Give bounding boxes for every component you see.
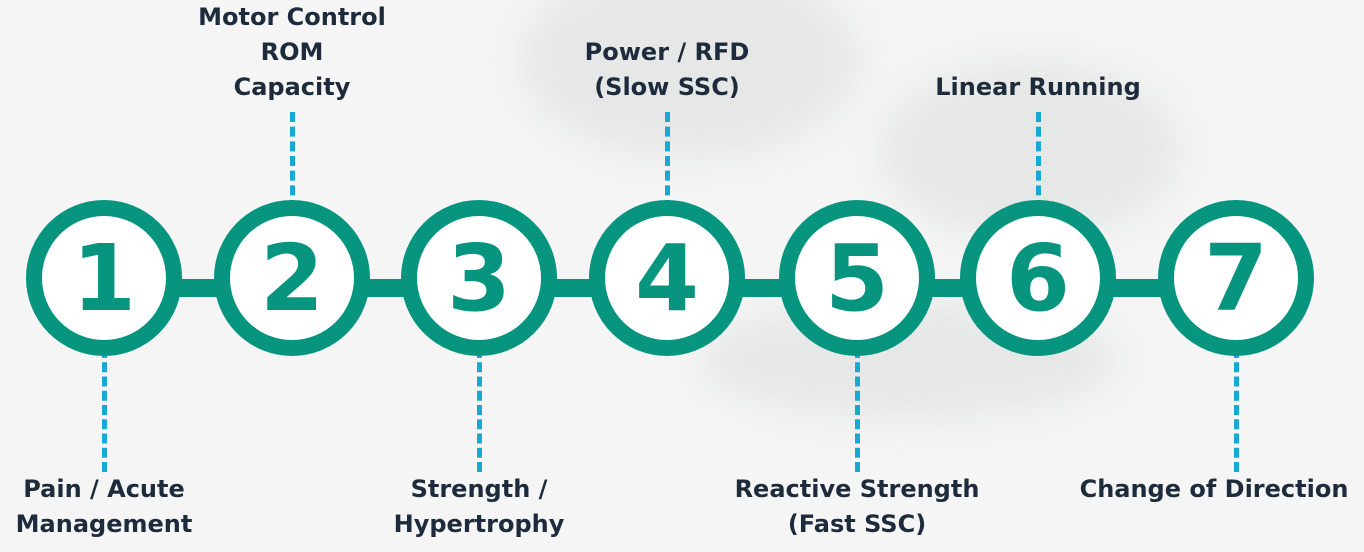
- stage-6-dashed-connector: [1036, 112, 1041, 210]
- stage-3-dashed-connector: [477, 348, 482, 472]
- connector-bar: [174, 279, 222, 297]
- stage-1-number: 1: [71, 225, 136, 332]
- stage-4-circle: 4: [589, 200, 745, 356]
- stage-4-number: 4: [634, 225, 699, 332]
- stage-4-label: Power / RFD (Slow SSC): [584, 38, 750, 101]
- connector-bar: [549, 279, 597, 297]
- stage-2-number: 2: [259, 225, 324, 332]
- stage-3-label: Strength / Hypertrophy: [393, 475, 565, 538]
- stage-6-circle: 6: [960, 200, 1116, 356]
- stage-5-circle: 5: [779, 200, 935, 356]
- stage-7-dashed-connector: [1234, 348, 1239, 472]
- stage-2-dashed-connector: [290, 112, 295, 210]
- stage-7-number: 7: [1203, 225, 1268, 332]
- connector-bar: [362, 279, 409, 297]
- stage-1-dashed-connector: [102, 348, 107, 472]
- stage-5-label: Reactive Strength (Fast SSC): [734, 475, 980, 538]
- stage-5-dashed-connector: [855, 348, 860, 472]
- stage-1-label: Pain / Acute Management: [15, 475, 193, 538]
- stage-2-circle: 2: [214, 200, 370, 356]
- stage-6-label: Linear Running: [935, 73, 1141, 101]
- stage-2-label: Motor Control ROM Capacity: [198, 3, 386, 101]
- stage-6-number: 6: [1005, 225, 1070, 332]
- stage-3-circle: 3: [401, 200, 557, 356]
- stage-4-dashed-connector: [665, 112, 670, 210]
- connector-bar: [1108, 279, 1166, 297]
- connector-bar: [737, 279, 787, 297]
- stage-3-number: 3: [446, 225, 511, 332]
- background-photo-shape: [520, 0, 860, 160]
- stage-7-label: Change of Direction: [1079, 475, 1349, 503]
- stage-1-circle: 1: [26, 200, 182, 356]
- connector-bar: [927, 279, 968, 297]
- stage-7-circle: 7: [1158, 200, 1314, 356]
- stage-5-number: 5: [824, 225, 889, 332]
